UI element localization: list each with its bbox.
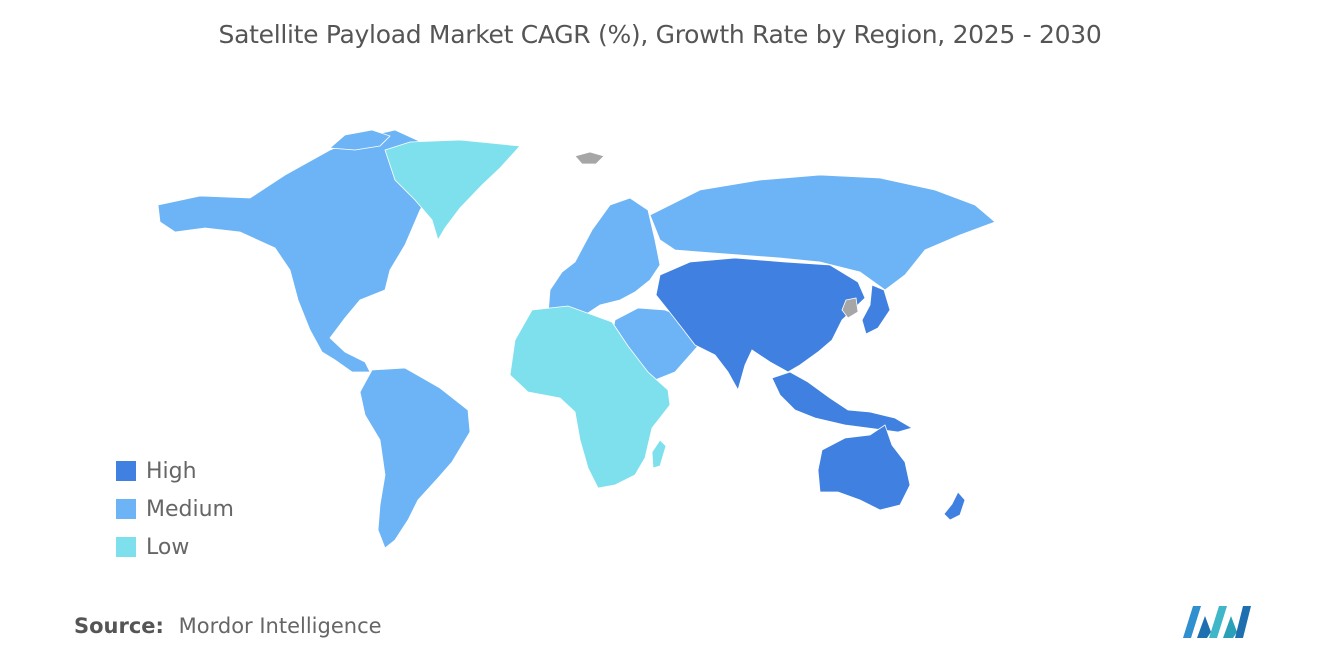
region-svalbard [574,151,605,165]
legend-swatch-low [116,537,136,557]
region-africa[interactable] [509,305,671,489]
source-line: Source: Mordor Intelligence [74,614,382,638]
region-japan[interactable] [861,284,891,335]
chart-title: Satellite Payload Market CAGR (%), Growt… [218,20,1102,49]
region-southeast-asia[interactable] [771,371,914,433]
region-korea [841,297,859,319]
region-australia[interactable] [817,424,911,511]
region-canada-islands[interactable] [329,129,391,151]
legend-label: High [146,458,197,484]
region-russia[interactable] [649,174,996,291]
mordor-intelligence-logo-icon [1183,606,1251,638]
legend-label: Medium [146,496,234,522]
region-greenland[interactable] [384,139,521,241]
region-europe[interactable] [547,197,661,319]
legend-swatch-high [116,461,136,481]
region-new-zealand[interactable] [943,491,966,521]
source-value: Mordor Intelligence [178,614,382,638]
legend-item-high: High [116,452,234,490]
region-asia[interactable] [655,257,866,392]
legend-label: Low [146,534,190,560]
legend-item-medium: Medium [116,490,234,528]
legend: High Medium Low [116,452,234,566]
legend-swatch-medium [116,499,136,519]
region-madagascar[interactable] [651,439,667,469]
legend-item-low: Low [116,528,234,566]
source-label: Source: [74,614,164,638]
region-south-america[interactable] [359,367,471,549]
